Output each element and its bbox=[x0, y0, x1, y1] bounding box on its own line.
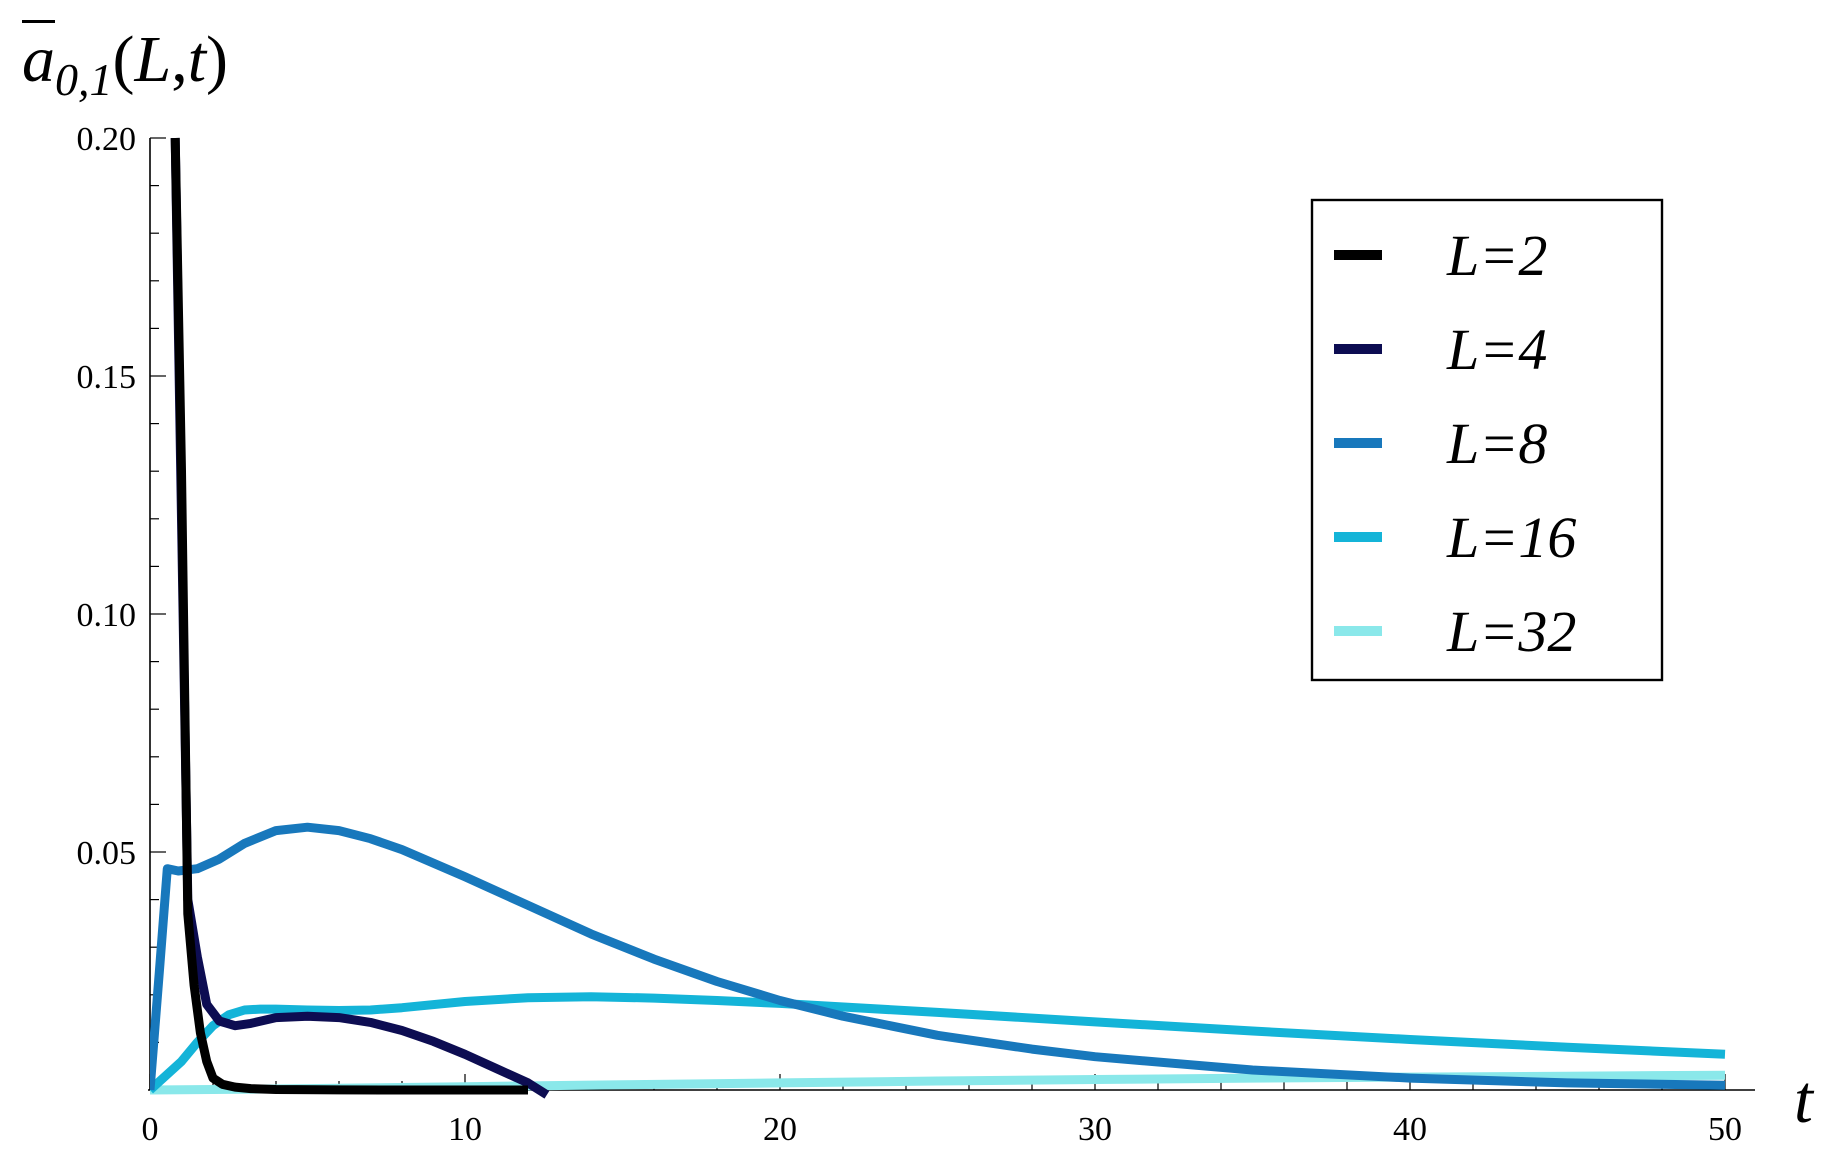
legend-label: L=8 bbox=[1446, 411, 1547, 476]
title-comma: , bbox=[171, 23, 188, 96]
series-line-l-8 bbox=[150, 822, 1726, 1091]
x-tick-label: 30 bbox=[1078, 1111, 1112, 1148]
x-tick-label: 0 bbox=[142, 1111, 159, 1148]
title-t: t bbox=[187, 23, 207, 96]
legend-label: L=32 bbox=[1446, 599, 1576, 664]
y-tick-label: 0.05 bbox=[77, 835, 137, 872]
y-axis-title: a0,1(L,t) bbox=[22, 22, 228, 106]
series-line-l-4 bbox=[170, 137, 550, 1099]
y-tick-label: 0.20 bbox=[77, 121, 137, 158]
title-close-paren: ) bbox=[206, 23, 229, 96]
y-tick-label: 0.10 bbox=[77, 597, 137, 634]
legend-label: L=2 bbox=[1446, 223, 1547, 288]
x-tick-label: 50 bbox=[1708, 1111, 1742, 1148]
series-line-l-16 bbox=[150, 992, 1726, 1094]
title-subscript: 0,1 bbox=[55, 54, 113, 105]
legend: L=2 L=4 L=8 L=16 L=32 bbox=[1310, 198, 1664, 682]
x-tick-label: 40 bbox=[1393, 1111, 1427, 1148]
x-tick-label: 20 bbox=[763, 1111, 797, 1148]
x-tick-label: 10 bbox=[448, 1111, 482, 1148]
legend-label: L=16 bbox=[1446, 505, 1576, 570]
x-axis-label: t bbox=[1794, 1061, 1813, 1137]
title-L: L bbox=[134, 23, 172, 96]
title-open-paren: ( bbox=[112, 23, 135, 96]
title-a: a bbox=[22, 23, 55, 96]
y-tick-label: 0.15 bbox=[77, 359, 137, 396]
plot-area bbox=[150, 137, 1726, 1099]
series-line-l-2 bbox=[170, 137, 528, 1095]
legend-label: L=4 bbox=[1446, 317, 1547, 382]
